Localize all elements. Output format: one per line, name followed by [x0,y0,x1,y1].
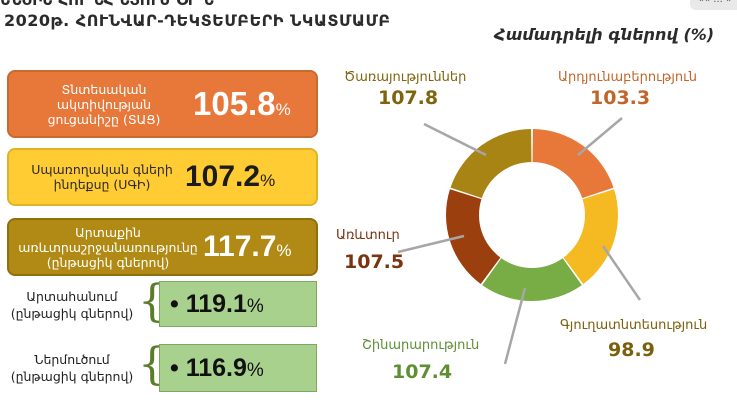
donut-slice-services [450,129,532,199]
sector-value-agriculture: 98.9 [608,339,655,361]
sector-label-construction: Շինարարություն [362,338,480,353]
export-value-unit: % [246,295,264,317]
sector-value-industry: 103.3 [590,87,651,109]
indicator-box-cpi: Սպառողական գների ինդեքսը (ՍԳԻ) 107.2% [7,148,318,206]
import-value-unit: % [246,359,264,381]
corner-badge: «« ... » [690,0,737,10]
leader-line-agriculture [601,245,642,301]
donut-slice-construction [482,258,582,301]
sector-label-group-industry: Արդյունաբերություն 103.3 [558,70,697,109]
sector-label-group-trade: Առևտուր 107.5 [336,228,404,273]
donut-leader-lines [397,117,642,365]
indicator-value-unit: % [276,241,292,260]
units-label: Համադրելի գներով (%) [494,25,715,44]
indicator-value-number: 105.8 [193,85,276,122]
sector-label-group-agriculture: Գյուղատնտեսություն 98.9 [560,318,707,361]
indicator-value-number: 117.7 [203,230,277,263]
export-bullet: • [170,289,179,318]
import-value-number: 116.9 [185,353,247,382]
indicator-value-number: 107.2 [185,160,261,193]
leader-line-construction [503,287,527,365]
leader-line-services [423,122,487,157]
indicator-label: Տնտեսական ակտիվության ցուցանիշը (ՏԱՑ) [47,81,161,127]
indicator-value-unit: % [260,171,276,190]
export-box: • 119.1% [159,281,317,327]
sector-value-construction: 107.4 [392,361,453,383]
donut-slice-industry [532,129,614,199]
top-cut-title: ԵՆՇԻԵ ՀՈՒ ՆՀ ՆՅՈՒՄ ՕՐ Ն [0,0,214,9]
indicator-value: 105.8% [193,85,291,123]
sector-label-trade: Առևտուր [336,228,400,243]
export-label: Արտահանում (ընթացիկ գներով) [10,289,134,321]
indicator-value: 117.7% [203,230,292,264]
indicator-box-foreign-trade: Արտաքին առևտրաշրջանառությունը (ընթացիկ գ… [7,218,318,276]
sector-label-agriculture: Գյուղատնտեսություն [560,318,708,333]
import-box: • 116.9% [159,344,317,392]
page-subtitle: 2020թ. ՀՈՒՆՎԱՐ-ԴԵԿՏԵՄԲԵՐԻ ՆԿԱՏՄԱՄԲ [4,11,391,30]
donut-slice-trade [446,189,501,285]
sector-value-services: 107.8 [378,87,439,109]
export-value: • 119.1% [170,290,264,319]
sector-value-trade: 107.5 [344,251,405,273]
donut-slice-agriculture [563,189,619,285]
sector-label-services: Ծառայություններ [344,70,467,85]
indicator-label: Սպառողական գների ինդեքսը (ՍԳԻ) [31,162,173,192]
donut-slices [446,129,619,301]
indicator-box-eai: Տնտեսական ակտիվության ցուցանիշը (ՏԱՑ) 10… [7,70,318,138]
import-value: • 116.9% [170,354,264,383]
import-label: Ներմուծում (ընթացիկ գներով) [10,352,134,384]
sector-label-industry: Արդյունաբերություն [558,70,698,85]
sector-label-group-services: Ծառայություններ 107.8 [344,70,466,109]
import-bullet: • [170,353,179,382]
sector-label-group-construction: Շինարարություն 107.4 [362,338,479,383]
indicator-value-unit: % [275,100,291,119]
export-value-number: 119.1 [185,289,247,318]
indicator-value: 107.2% [185,160,275,194]
indicator-label: Արտաքին առևտրաշրջանառությունը (ընթացիկ գ… [18,224,198,270]
leader-line-trade [397,234,465,254]
leader-line-industry [577,117,623,156]
